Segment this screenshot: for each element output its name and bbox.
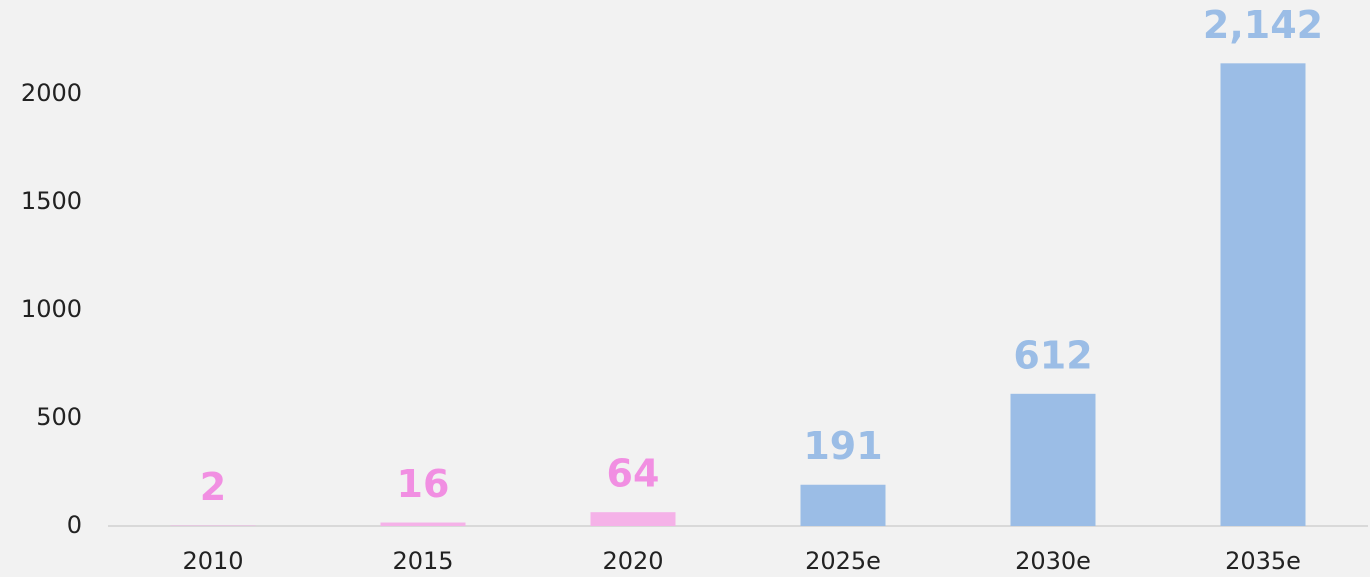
- bar: [1220, 63, 1306, 526]
- bar: [1010, 393, 1096, 526]
- bar: [800, 484, 886, 526]
- y-tick-label: 1000: [21, 295, 82, 323]
- x-tick-label: 2020: [602, 547, 663, 575]
- x-tick-label: 2035e: [1225, 547, 1301, 575]
- x-tick-label: 2010: [182, 547, 243, 575]
- value-label: 612: [1013, 333, 1092, 377]
- x-tick-label: 2030e: [1015, 547, 1091, 575]
- y-tick-label: 1500: [21, 187, 82, 215]
- y-tick-label: 0: [67, 511, 82, 539]
- value-label: 16: [397, 462, 450, 506]
- y-tick-label: 2000: [21, 79, 82, 107]
- bar: [380, 522, 466, 526]
- y-tick-label: 500: [36, 403, 82, 431]
- x-tick-label: 2015: [392, 547, 453, 575]
- value-label: 2,142: [1203, 3, 1323, 47]
- value-label: 2: [200, 465, 226, 509]
- value-label: 191: [803, 424, 882, 468]
- x-tick-label: 2025e: [805, 547, 881, 575]
- value-label: 64: [607, 452, 660, 496]
- bar: [590, 512, 676, 526]
